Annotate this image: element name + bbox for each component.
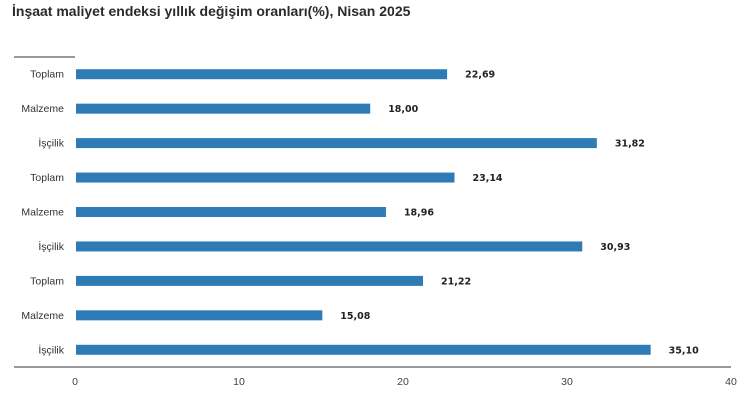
chart-labels: Toplam 22,69 Malzeme 18,00 İşçilik 31,82 Topla… [21,69,699,357]
bar [76,172,455,183]
category-label: Toplam [30,69,64,81]
x-tick-label: 0 [72,376,78,388]
data-label: 30,93 [600,242,630,253]
data-label: 35,10 [669,345,699,356]
data-label: 18,96 [404,208,434,219]
bar [76,138,597,149]
category-label: İşçilik [38,343,64,356]
category-label: İşçilik [38,137,64,150]
data-label: 23,14 [472,173,502,184]
data-label: 22,69 [465,70,495,81]
chart-axes: 0 10 20 30 40 [14,56,737,388]
bar [76,103,371,114]
x-tick-label: 30 [561,376,573,388]
chart-bars [76,69,651,355]
x-tick-label: 10 [233,376,245,388]
category-label: Toplam [30,172,64,184]
category-label: Toplam [30,275,64,287]
bar [76,310,323,321]
category-label: İşçilik [38,240,64,253]
bar [76,207,386,217]
data-label: 31,82 [615,139,645,150]
bar [76,275,424,286]
data-label: 18,00 [388,104,418,115]
category-label: Malzeme [21,207,64,219]
x-tick-label: 40 [725,376,737,388]
bar [76,69,448,80]
data-label: 15,08 [340,311,370,322]
bar [76,241,583,252]
category-label: Malzeme [21,310,64,322]
bar [76,344,651,355]
data-label: 21,22 [441,276,471,287]
category-label: Malzeme [21,103,64,115]
chart-title: İnşaat maliyet endeksi yıllık değişim or… [12,3,411,19]
x-tick-label: 20 [397,376,409,388]
